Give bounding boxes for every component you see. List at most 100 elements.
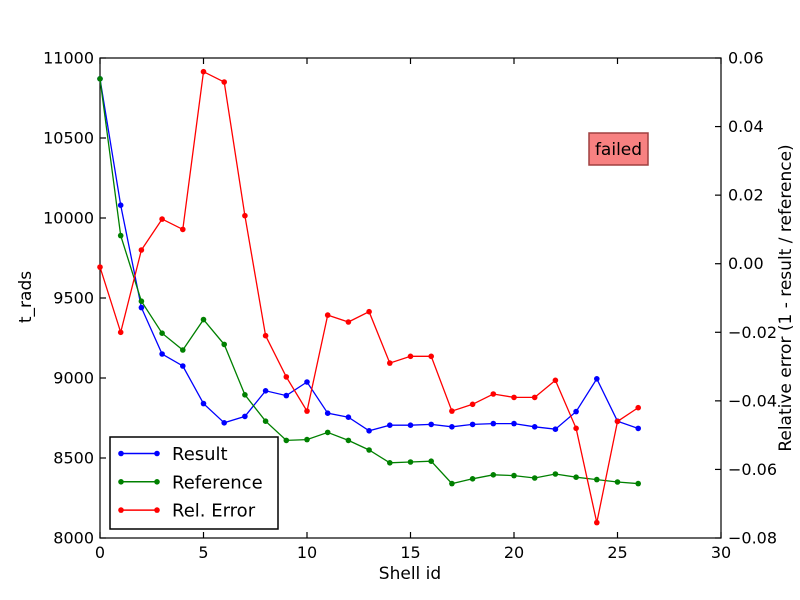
- legend-marker: [154, 479, 160, 485]
- data-point: [449, 480, 455, 487]
- y-tick-label-left: 10000: [43, 209, 94, 228]
- data-point: [614, 418, 621, 425]
- data-point: [117, 232, 124, 239]
- series-line-reference: [99, 78, 639, 485]
- data-point: [469, 421, 476, 428]
- legend-item-rel-error: Rel. Error: [118, 501, 256, 522]
- data-point: [138, 304, 145, 311]
- data-point: [407, 459, 414, 465]
- legend-item-result: Result: [118, 444, 228, 465]
- x-axis-label: Shell id: [379, 564, 441, 584]
- y-tick-label-left: 11000: [43, 49, 94, 68]
- y-tick-label-left: 9500: [53, 289, 94, 308]
- data-point: [180, 347, 186, 353]
- data-point: [552, 377, 559, 384]
- data-point: [200, 400, 207, 407]
- data-point: [262, 418, 269, 425]
- data-point: [407, 353, 414, 360]
- legend-label: Result: [172, 444, 228, 465]
- data-point: [366, 308, 372, 315]
- legend-label: Rel. Error: [172, 501, 256, 522]
- data-point: [242, 392, 248, 398]
- data-point: [159, 216, 165, 222]
- data-point: [531, 424, 538, 430]
- data-point: [449, 408, 455, 414]
- data-point: [304, 408, 310, 414]
- y-tick-label-right: 0.00: [728, 254, 764, 273]
- legend: Result Reference Rel. Error: [109, 436, 279, 530]
- legend-marker: [154, 507, 160, 513]
- legend-marker: [154, 450, 160, 457]
- x-tick-label: 5: [198, 543, 208, 562]
- data-point: [428, 353, 435, 360]
- data-point: [283, 437, 290, 444]
- data-point: [366, 428, 372, 434]
- data-point: [97, 76, 103, 82]
- data-point: [469, 401, 476, 408]
- failed-badge: failed: [588, 132, 649, 166]
- data-point: [221, 79, 227, 85]
- data-point: [490, 391, 497, 397]
- legend-marker: [118, 450, 124, 457]
- data-point: [490, 472, 497, 478]
- data-point: [138, 247, 145, 253]
- data-point: [490, 420, 497, 427]
- data-point: [117, 329, 124, 336]
- data-point: [573, 425, 579, 432]
- x-tick-label: 30: [711, 543, 731, 562]
- data-point: [345, 437, 352, 444]
- x-tick-label: 10: [297, 543, 317, 562]
- y-tick-label-right: 0.04: [728, 117, 764, 136]
- data-point: [345, 319, 352, 325]
- x-tick-label: 20: [504, 543, 524, 562]
- data-point: [117, 202, 124, 208]
- legend-item-reference: Reference: [118, 472, 263, 493]
- data-point: [635, 425, 641, 432]
- data-point: [635, 404, 641, 411]
- data-point: [511, 420, 517, 427]
- data-point: [200, 316, 207, 323]
- data-point: [221, 420, 227, 426]
- x-tick-label: 0: [95, 543, 105, 562]
- data-point: [283, 392, 290, 399]
- data-point: [221, 341, 227, 348]
- data-point: [97, 264, 103, 270]
- data-point: [594, 376, 600, 382]
- data-point: [469, 476, 476, 482]
- data-point: [304, 436, 310, 443]
- y-tick-label-right: −0.04: [728, 391, 777, 410]
- x-tick-label: 15: [400, 543, 420, 562]
- data-point: [511, 472, 517, 479]
- legend-marker: [118, 507, 124, 513]
- data-point: [242, 413, 248, 420]
- legend-box: [109, 436, 279, 530]
- data-point: [531, 394, 538, 401]
- data-point: [159, 330, 165, 337]
- data-point: [138, 298, 145, 305]
- y-tick-label-right: −0.06: [728, 460, 777, 479]
- data-point: [262, 332, 269, 339]
- data-point: [614, 479, 621, 485]
- failed-badge-box: [588, 132, 649, 166]
- y-axis-label-left: t_rads: [16, 271, 36, 323]
- x-tick-label: 25: [607, 543, 627, 562]
- data-point: [552, 426, 559, 433]
- data-point: [304, 379, 310, 385]
- data-point: [635, 480, 641, 487]
- failed-badge-text: failed: [595, 140, 642, 160]
- data-point: [387, 360, 393, 366]
- data-point: [324, 410, 331, 417]
- plot-area: 0 5 10 15 20 25 30 8000 8500 9000 9500 10000 10500 11…: [43, 49, 777, 563]
- data-point: [345, 414, 352, 421]
- data-point: [594, 476, 600, 483]
- data-point: [594, 519, 600, 526]
- y-tick-label-right: −0.02: [728, 323, 777, 342]
- data-point: [552, 471, 559, 477]
- data-point: [180, 363, 186, 369]
- y-tick-label-right: −0.08: [728, 529, 777, 548]
- y-tick-label-left: 10500: [43, 129, 94, 148]
- data-point: [573, 474, 579, 481]
- data-point: [387, 422, 393, 429]
